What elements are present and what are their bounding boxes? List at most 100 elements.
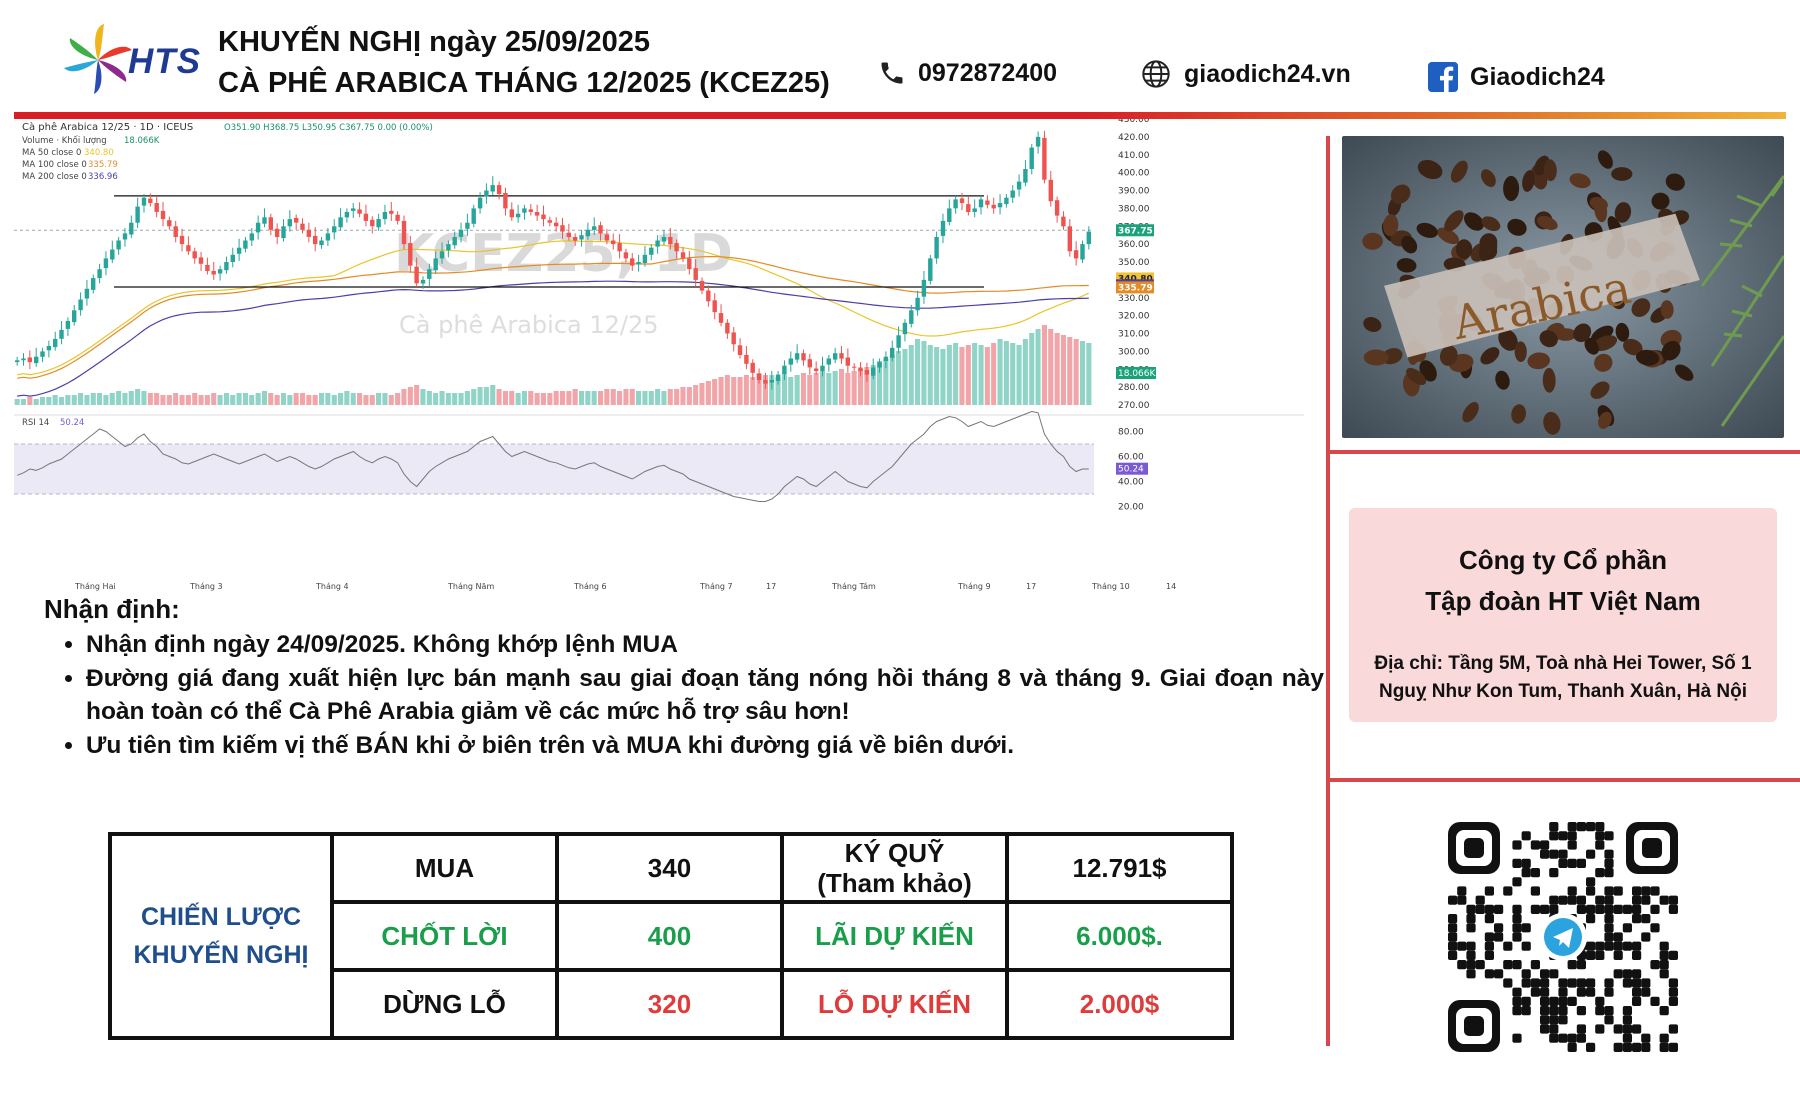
volume-bar [78,393,84,405]
candle-body [370,219,375,227]
qr-module [1512,1033,1522,1043]
qr-module [1622,1024,1632,1034]
company-card: Công ty Cổ phần Tập đoàn HT Việt Nam Địa… [1349,508,1777,722]
x-tick-label: Tháng 7 [699,582,733,591]
qr-module [1549,868,1559,878]
candle-body [1023,169,1028,183]
candle-body [179,235,185,245]
volume-bar [559,391,565,405]
analysis-title: Nhận định: [44,594,180,624]
qr-module [1494,932,1504,942]
qr-module [1586,941,1596,951]
candle-body [985,200,990,205]
candle-body [103,258,109,269]
volume-bar [357,393,363,405]
qr-module [1466,960,1476,970]
candle-body [896,335,901,348]
qr-module [1549,969,1559,979]
volume-bar [991,343,997,405]
qr-module [1521,996,1531,1006]
qr-module [1668,895,1678,905]
coffee-bean [1542,367,1556,393]
candle-body [198,257,204,264]
volume-bar [756,373,762,405]
qr-finder-top-left [1448,822,1500,874]
company-name: Công ty Cổ phần Tập đoàn HT Việt Nam [1349,540,1777,622]
chart-title: Cà phê Arabica 12/25 · 1D · ICEUS [22,121,193,133]
candle-body [801,353,806,361]
volume-bar [661,391,667,405]
volume-bar [1035,329,1041,405]
metric-sublabel: (Tham khảo) [817,868,972,898]
volume-bar [395,393,401,405]
candle-body [135,206,140,223]
candle-body [414,266,419,284]
volume-bar [198,395,204,405]
candle-body [1073,250,1079,259]
action-cell: DỪNG LỖ [330,968,559,1040]
qr-module [1586,950,1596,960]
qr-module [1521,923,1531,933]
coffee-bean [1661,340,1681,361]
candle-body [826,358,831,365]
candle-body [959,198,965,203]
indicator-value: 335.79 [88,160,118,170]
candle-body [21,358,26,361]
volume-bar [509,391,515,405]
qr-module [1512,858,1522,868]
facebook-contact[interactable]: Giaodich24 [1428,62,1605,92]
candle-body [357,209,362,214]
candle-body [205,264,210,271]
telegram-qr-code[interactable] [1444,818,1682,1056]
candle-body [902,322,908,335]
volume-bar [445,393,451,405]
volume-bar [775,377,781,405]
website-contact[interactable]: giaodich24.vn [1140,58,1351,90]
qr-module [1595,1024,1605,1034]
qr-module [1549,1015,1559,1025]
volume-bar [667,389,673,405]
candle-body [687,258,692,270]
qr-module [1512,904,1522,914]
qr-module [1494,969,1504,979]
volume-bar [839,369,845,405]
qr-module [1613,1024,1623,1034]
candle-body [433,258,438,271]
volume-bar [33,399,39,405]
candle-body [255,222,261,233]
qr-module [1549,1033,1559,1043]
candle-body [674,243,679,252]
candle-body [852,366,857,368]
qr-module [1549,822,1559,832]
volume-bar [642,391,648,405]
volume-bar [433,393,439,405]
candle-body [91,278,96,290]
qr-module [1668,978,1678,988]
volume-bar [953,343,959,405]
candle-body [794,353,800,360]
strategy-table: CHIẾN LƯỢC KHUYẾN NGHỊ MUA 340 KÝ QUỸ (T… [108,832,1234,1040]
indicator-value: 336.96 [88,172,118,182]
volume-bar [617,391,623,405]
candle-body [192,251,197,259]
qr-module [1632,950,1642,960]
phone-icon [881,62,903,84]
candle-body [972,208,977,212]
volume-bar [572,389,578,405]
volume-bar [870,365,876,405]
candle-body [864,370,870,375]
candle-body [845,357,850,366]
candle-body [953,199,958,209]
volume-bar [1048,329,1054,405]
qr-module [1604,1006,1614,1016]
candle-body [649,247,654,255]
candle-body [731,332,736,345]
rsi-tick-label: 40.00 [1118,478,1144,488]
volume-bar [623,389,629,405]
phone-contact[interactable]: 0972872400 [878,58,1057,88]
qr-module [1540,1006,1550,1016]
candle-body [281,226,286,239]
qr-module [1512,923,1522,933]
panel-divider [1326,778,1800,782]
coffee-bean [1660,300,1674,319]
